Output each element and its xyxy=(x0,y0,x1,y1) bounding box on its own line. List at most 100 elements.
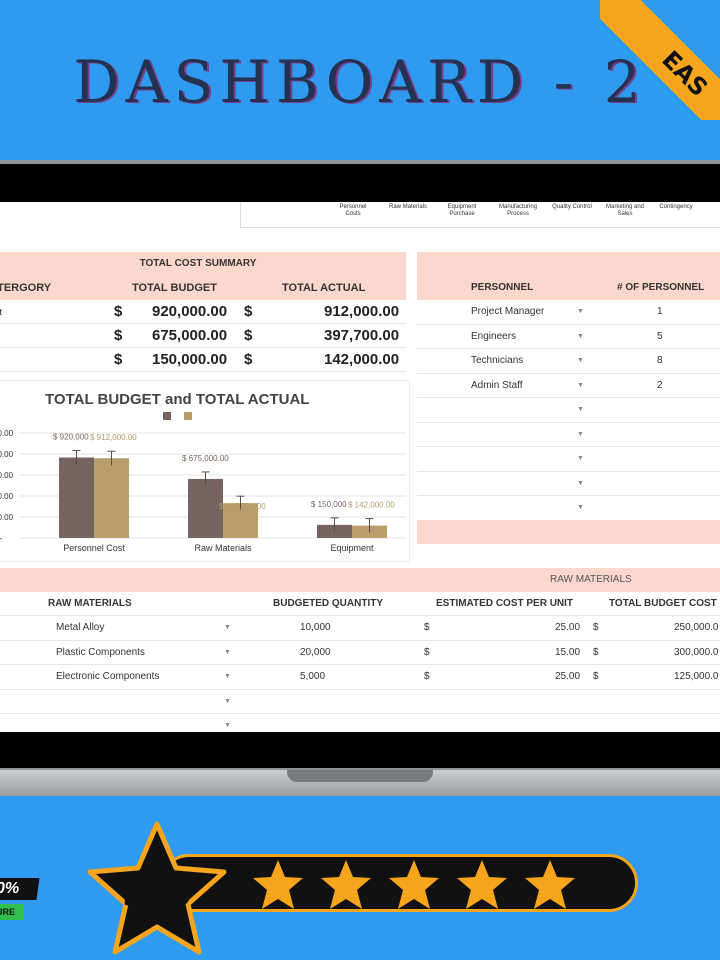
bar xyxy=(59,457,94,538)
col-total-budget-cost: TOTAL BUDGET COST xyxy=(609,598,717,609)
rating-star-icon xyxy=(321,860,371,909)
raw-material-name: Electronic Components xyxy=(56,671,160,682)
personnel-row[interactable]: ▼ xyxy=(417,447,720,472)
data-label: $ 150,000 xyxy=(311,500,347,509)
dropdown-caret-icon[interactable]: ▼ xyxy=(224,722,231,729)
cost-summary-header: ATERGORY TOTAL BUDGET TOTAL ACTUAL xyxy=(0,276,406,300)
y-tick-label: 00.00 xyxy=(0,450,14,459)
difficulty-ribbon: EAS xyxy=(600,0,720,120)
personnel-count: 1 xyxy=(657,306,663,317)
raw-material-row[interactable]: ▼ xyxy=(0,714,720,732)
legend-label: Marketing and Sales xyxy=(605,204,645,217)
bar xyxy=(94,458,129,538)
personnel-footer xyxy=(417,520,720,544)
spreadsheet-screen: Personnel Costs Raw Materials Equipment … xyxy=(0,202,720,732)
raw-materials-header: RAW MATERIALS BUDGETED QUANTITY ESTIMATE… xyxy=(0,592,720,616)
dropdown-caret-icon[interactable]: ▼ xyxy=(577,430,584,438)
dropdown-caret-icon[interactable]: ▼ xyxy=(577,504,584,511)
legend-swatch-budget xyxy=(163,412,171,420)
currency-symbol: $ xyxy=(593,671,599,682)
dropdown-caret-icon[interactable]: ▼ xyxy=(224,624,231,631)
unit-cost: 15.00 xyxy=(555,646,581,658)
raw-material-row[interactable]: Plastic Components ▼ 20,000 $15.00 $300,000.… xyxy=(0,641,720,665)
raw-material-row[interactable]: Metal Alloy ▼ 10,000 $25.00 $250,000.0 xyxy=(0,616,720,641)
dropdown-caret-icon[interactable]: ▼ xyxy=(577,406,584,413)
col-personnel: PERSONNEL xyxy=(471,282,534,293)
legend-label: Quality Control xyxy=(552,204,592,210)
x-tick-label: Personnel Cost xyxy=(63,543,125,553)
personnel-role: Admin Staff xyxy=(471,379,523,391)
y-tick-label: 00.00 xyxy=(0,429,14,438)
col-total-actual: TOTAL ACTUAL xyxy=(282,282,366,294)
dropdown-caret-icon[interactable]: ▼ xyxy=(577,455,584,462)
personnel-row[interactable]: ▼ xyxy=(417,496,720,521)
col-count: # OF PERSONNEL xyxy=(617,282,705,293)
data-label: $ 397,700.00 xyxy=(219,502,266,511)
budgeted-qty: 20,000 xyxy=(300,646,331,658)
y-tick-label: 00.00 xyxy=(0,513,14,522)
y-tick-label: 00.00 xyxy=(0,492,14,501)
rating-stars xyxy=(250,858,578,912)
personnel-row[interactable]: Technicians ▼ 8 xyxy=(417,349,720,374)
col-raw-material: RAW MATERIALS xyxy=(48,598,132,609)
raw-material-name: Plastic Components xyxy=(56,646,145,658)
dropdown-caret-icon[interactable]: ▼ xyxy=(577,381,584,389)
rating-star-icon xyxy=(253,860,303,909)
legend-swatch-actual xyxy=(184,412,192,420)
legend-label: Raw Materials xyxy=(388,204,427,210)
raw-material-row[interactable]: ▼ xyxy=(0,690,720,714)
raw-materials-band-title: RAW MATERIALS xyxy=(550,574,632,585)
laptop-notch xyxy=(287,770,433,782)
currency-symbol: $ xyxy=(424,622,430,633)
currency-symbol: $ xyxy=(593,622,599,633)
col-budgeted-qty: BUDGETED QUANTITY xyxy=(273,598,383,609)
table-row[interactable]: ls $ 675,000.00 $ 397,700.00 xyxy=(0,324,406,348)
data-label: $ 912,000.00 xyxy=(90,433,137,442)
legend-label: Manufacturing Process xyxy=(498,204,538,217)
personnel-header: PERSONNEL # OF PERSONNEL xyxy=(417,276,720,300)
dropdown-caret-icon[interactable]: ▼ xyxy=(224,697,231,705)
personnel-row[interactable]: ▼ xyxy=(417,423,720,447)
unit-cost: 25.00 xyxy=(555,671,581,682)
personnel-row[interactable]: ▼ xyxy=(417,472,720,496)
col-category: ATERGORY xyxy=(0,282,52,294)
data-label: $ 920,000 xyxy=(53,433,89,442)
personnel-role: Technicians xyxy=(471,355,524,366)
x-tick-label: Raw Materials xyxy=(194,543,252,553)
rating-star-icon xyxy=(457,860,507,909)
page-title: DASHBOARD - 2 xyxy=(73,48,647,116)
table-row[interactable]: $ 150,000.00 $ 142,000.00 xyxy=(0,348,406,372)
rating-star-icon xyxy=(525,860,575,909)
dropdown-caret-icon[interactable]: ▼ xyxy=(577,308,584,315)
legend-label: Equipment Purchase xyxy=(447,204,477,217)
rating-score: 5.0 xyxy=(121,870,193,916)
total-budget-cost: 300,000.0 xyxy=(674,646,719,658)
raw-material-name: Metal Alloy xyxy=(56,622,105,633)
personnel-row[interactable]: Engineers ▼ 5 xyxy=(417,325,720,349)
col-cost-per-unit: ESTIMATED COST PER UNIT xyxy=(436,598,574,609)
total-budget-cost: 250,000.0 xyxy=(674,622,719,633)
dropdown-caret-icon[interactable]: ▼ xyxy=(224,648,231,656)
budgeted-qty: 10,000 xyxy=(300,622,331,633)
laptop-bezel: Personnel Costs Raw Materials Equipment … xyxy=(0,164,720,768)
data-label: $ 675,000.00 xyxy=(182,454,229,463)
bar xyxy=(188,478,223,538)
guarantee-badge: 0% URE xyxy=(0,872,42,922)
chart-plot: 00.00 00.00 00.00 00.00 00.00 $ - $ 920,000$ 9… xyxy=(0,429,406,553)
x-tick-label: Equipment xyxy=(330,543,374,553)
table-row[interactable]: ost $ 920,000.00 $ 912,000.00 xyxy=(0,300,406,324)
personnel-row[interactable]: Project Manager ▼ 1 xyxy=(417,300,720,325)
personnel-row[interactable]: Admin Staff ▼ 2 xyxy=(417,374,720,398)
col-total-budget: TOTAL BUDGET xyxy=(132,282,217,294)
raw-material-row[interactable]: Electronic Components ▼ 5,000 $25.00 $125,00… xyxy=(0,665,720,690)
dropdown-caret-icon[interactable]: ▼ xyxy=(224,673,231,680)
dropdown-caret-icon[interactable]: ▼ xyxy=(577,357,584,364)
laptop-frame: Personnel Costs Raw Materials Equipment … xyxy=(0,160,720,770)
budgeted-qty: 5,000 xyxy=(300,671,326,682)
currency-symbol: $ xyxy=(424,646,430,658)
personnel-role: Engineers xyxy=(471,330,517,342)
personnel-header-band xyxy=(417,252,720,276)
dropdown-caret-icon[interactable]: ▼ xyxy=(577,479,584,487)
dropdown-caret-icon[interactable]: ▼ xyxy=(577,332,584,340)
personnel-row[interactable]: ▼ xyxy=(417,398,720,423)
